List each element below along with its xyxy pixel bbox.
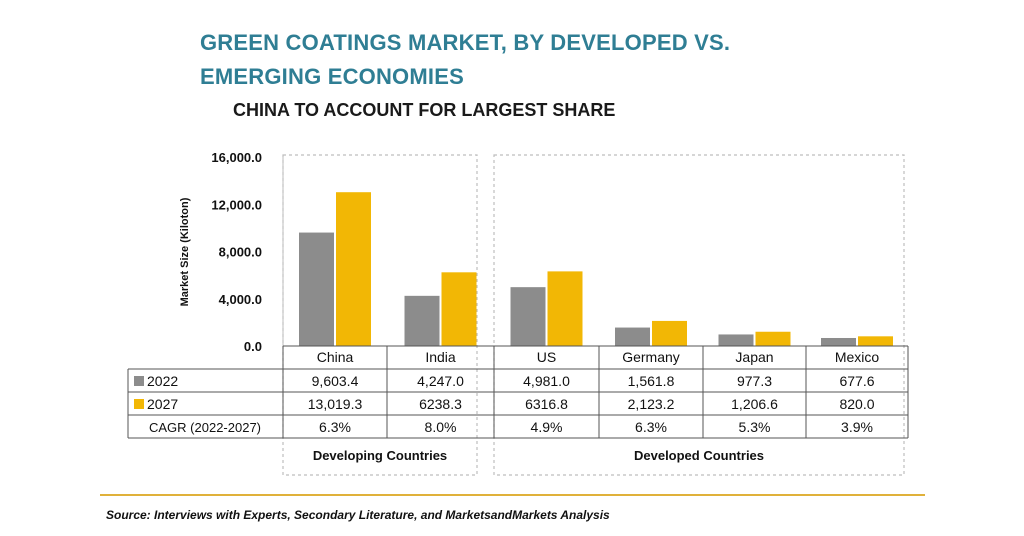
category-label: China [317, 349, 354, 365]
bar-2027-india [441, 272, 477, 346]
cagr-row-label: CAGR (2022-2027) [149, 420, 261, 435]
data-label: 1,561.8 [628, 373, 675, 389]
data-label: 1,206.6 [731, 396, 778, 412]
group-box-developing [282, 154, 478, 476]
cagr-value: 6.3% [635, 419, 667, 435]
data-label: 4,981.0 [523, 373, 570, 389]
legend-swatch-2027 [134, 399, 144, 409]
data-label: 2,123.2 [628, 396, 675, 412]
chart-title: GREEN COATINGS MARKET, BY DEVELOPED VS. … [200, 30, 731, 89]
bar-2022-germany [615, 327, 650, 346]
category-label: Mexico [835, 349, 880, 365]
data-label: 6316.8 [525, 396, 568, 412]
category-label: Japan [735, 349, 773, 365]
bar-2027-mexico [858, 336, 893, 346]
y-tick-label: 12,000.0 [211, 197, 262, 212]
legend-label-2022: 2022 [147, 373, 178, 389]
group-box-developed [493, 154, 905, 476]
bar-2027-china [336, 192, 371, 346]
data-label: 677.6 [839, 373, 874, 389]
footer-rule [100, 494, 925, 496]
bar-2022-china [299, 232, 334, 346]
legend-label-2027: 2027 [147, 396, 178, 412]
cagr-value: 6.3% [319, 419, 351, 435]
bar-2027-us [547, 271, 583, 346]
y-tick-label: 4,000.0 [219, 292, 262, 307]
category-label: India [425, 349, 456, 365]
bar-chart: 16,000.0 12,000.0 8,000.0 4,000.0 0.0 Market … [127, 150, 909, 476]
bar-2022-us [510, 287, 546, 346]
cagr-value: 4.9% [531, 419, 563, 435]
data-label: 977.3 [737, 373, 772, 389]
bar-2022-japan [718, 334, 754, 346]
legend-swatch-2022 [134, 376, 144, 386]
category-label: Germany [622, 349, 680, 365]
data-label: 9,603.4 [312, 373, 359, 389]
cagr-value: 5.3% [739, 419, 771, 435]
bar-2022-india [404, 295, 440, 346]
category-label: US [537, 349, 556, 365]
cagr-value: 3.9% [841, 419, 873, 435]
y-tick-label: 16,000.0 [211, 150, 262, 165]
group-label-developed: Developed Countries [634, 448, 764, 463]
y-tick-label: 8,000.0 [219, 245, 262, 260]
data-label: 13,019.3 [308, 396, 363, 412]
chart-subtitle: CHINA TO ACCOUNT FOR LARGEST SHARE [233, 100, 616, 120]
data-label: 820.0 [839, 396, 874, 412]
data-label: 6238.3 [419, 396, 462, 412]
data-label: 4,247.0 [417, 373, 464, 389]
bar-2022-mexico [821, 337, 856, 346]
y-tick-label: 0.0 [244, 339, 262, 354]
group-label-developing: Developing Countries [313, 448, 447, 463]
bar-2027-germany [652, 320, 687, 346]
y-axis-label: Market Size (Kiloton) [179, 197, 191, 306]
source-note: Source: Interviews with Experts, Seconda… [106, 508, 610, 522]
cagr-value: 8.0% [425, 419, 457, 435]
bar-2027-japan [755, 331, 791, 346]
